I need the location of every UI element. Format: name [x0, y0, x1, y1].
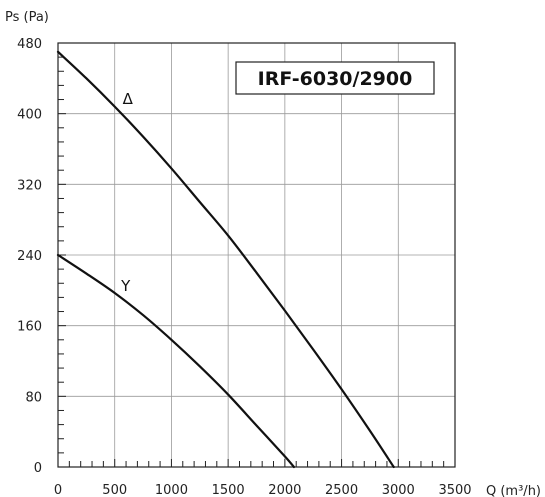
series-label-delta: Δ: [123, 90, 134, 108]
y-tick-label: 480: [17, 37, 42, 52]
y-tick-label: 80: [25, 390, 42, 405]
x-tick-label: 2500: [325, 483, 358, 497]
series-label-y: Y: [120, 277, 131, 295]
series-curves: [56, 50, 395, 469]
model-title: IRF-6030/2900: [258, 68, 413, 90]
x-tick-label: 2000: [268, 483, 301, 497]
y-tick-label: 320: [17, 178, 42, 193]
model-title-box: IRF-6030/2900: [235, 61, 435, 95]
y-tick-label: 240: [17, 249, 42, 264]
y-tick-labels: 0 80 160 240 320 400 480: [17, 37, 42, 476]
series-line-delta: [56, 50, 395, 469]
x-tick-label: 3000: [382, 483, 415, 497]
y-tick-label: 0: [34, 461, 42, 476]
x-tick-labels: 0 500 1000 1500 2000 2500 3000 3500: [54, 483, 472, 497]
y-tick-label: 400: [17, 108, 42, 123]
x-tick-label: 3500: [438, 483, 471, 497]
grid: [58, 43, 455, 467]
series-line-y: [56, 253, 296, 469]
model-title-frame: [235, 61, 435, 95]
x-axis-title: Q (m³/h): [486, 484, 541, 497]
x-tick-label: 0: [54, 483, 62, 497]
series-labels: ΔY: [120, 90, 133, 295]
x-tick-label: 1000: [155, 483, 188, 497]
x-tick-label: 1500: [212, 483, 245, 497]
x-tick-label: 500: [102, 483, 127, 497]
y-tick-label: 160: [17, 320, 42, 335]
y-axis-title: Ps (Pa): [5, 10, 49, 25]
